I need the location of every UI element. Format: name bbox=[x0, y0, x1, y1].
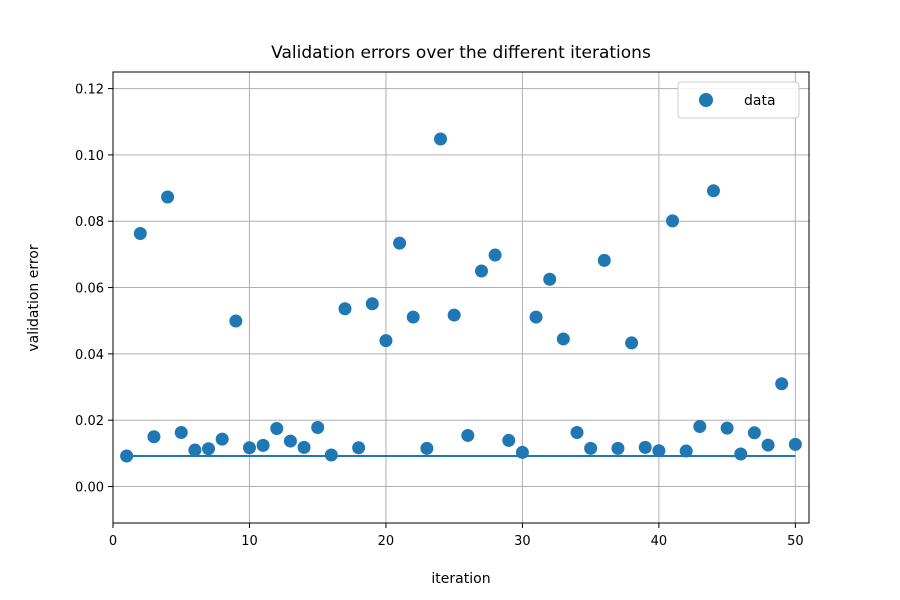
data-point bbox=[679, 444, 693, 458]
x-tick-label: 30 bbox=[514, 534, 531, 549]
legend-label: data bbox=[744, 93, 776, 109]
data-point bbox=[434, 132, 448, 146]
data-point bbox=[570, 425, 584, 439]
legend-marker bbox=[699, 93, 713, 107]
data-point bbox=[474, 264, 488, 278]
y-tick-label: 0.02 bbox=[75, 414, 104, 429]
data-point bbox=[502, 433, 516, 447]
data-point bbox=[666, 214, 680, 228]
data-point bbox=[365, 297, 379, 311]
data-point bbox=[215, 432, 229, 446]
data-point bbox=[775, 377, 789, 391]
y-tick-label: 0.06 bbox=[75, 282, 104, 297]
y-axis-label: validation error bbox=[26, 244, 42, 352]
data-point bbox=[229, 314, 243, 328]
data-point bbox=[270, 421, 284, 435]
data-points bbox=[120, 132, 802, 463]
data-point bbox=[161, 190, 175, 204]
data-point bbox=[256, 438, 270, 452]
data-point bbox=[297, 440, 311, 454]
data-point bbox=[393, 236, 407, 250]
x-tick-label: 50 bbox=[787, 534, 804, 549]
data-point bbox=[352, 441, 366, 455]
x-tick-label: 0 bbox=[109, 534, 117, 549]
legend-box bbox=[677, 81, 800, 119]
data-point bbox=[133, 226, 147, 240]
y-tick-label: 0.08 bbox=[75, 215, 104, 230]
data-point bbox=[242, 441, 256, 455]
data-point bbox=[188, 443, 202, 457]
data-point bbox=[706, 184, 720, 198]
chart-title: Validation errors over the different ite… bbox=[271, 43, 651, 63]
data-point bbox=[120, 449, 134, 463]
data-point bbox=[202, 442, 216, 456]
data-point bbox=[379, 334, 393, 348]
data-point bbox=[625, 336, 639, 350]
x-axis-label: iteration bbox=[431, 571, 490, 587]
y-axis: 0.00 0.02 0.04 0.06 0.08 0.10 0.12 bbox=[75, 83, 113, 496]
data-point bbox=[461, 428, 475, 442]
data-point bbox=[556, 332, 570, 346]
data-point bbox=[529, 310, 543, 324]
data-point bbox=[311, 420, 325, 434]
data-point bbox=[761, 438, 775, 452]
plot-frame bbox=[112, 71, 810, 524]
data-point bbox=[720, 421, 734, 435]
data-point bbox=[788, 437, 802, 451]
x-axis: 0 10 20 30 40 50 bbox=[109, 523, 804, 549]
data-point bbox=[447, 308, 461, 322]
y-tick-label: 0.04 bbox=[75, 348, 104, 363]
data-point bbox=[515, 445, 529, 459]
data-point bbox=[693, 419, 707, 433]
y-tick-label: 0.12 bbox=[75, 83, 104, 98]
data-point bbox=[584, 441, 598, 455]
data-point bbox=[338, 302, 352, 316]
x-tick-label: 40 bbox=[651, 534, 668, 549]
data-point bbox=[406, 310, 420, 324]
data-point bbox=[638, 440, 652, 454]
data-point bbox=[174, 425, 188, 439]
data-point bbox=[747, 426, 761, 440]
y-tick-label: 0.00 bbox=[75, 481, 104, 496]
data-point bbox=[597, 253, 611, 267]
data-point bbox=[611, 441, 625, 455]
data-point bbox=[420, 441, 434, 455]
data-point bbox=[543, 272, 557, 286]
data-point bbox=[652, 444, 666, 458]
data-point bbox=[324, 448, 338, 462]
data-point bbox=[488, 248, 502, 262]
data-point bbox=[283, 434, 297, 448]
data-point bbox=[734, 447, 748, 461]
legend: data bbox=[677, 81, 800, 119]
y-tick-label: 0.10 bbox=[75, 149, 104, 164]
x-tick-label: 20 bbox=[378, 534, 395, 549]
data-point bbox=[147, 430, 161, 444]
x-tick-label: 10 bbox=[241, 534, 258, 549]
